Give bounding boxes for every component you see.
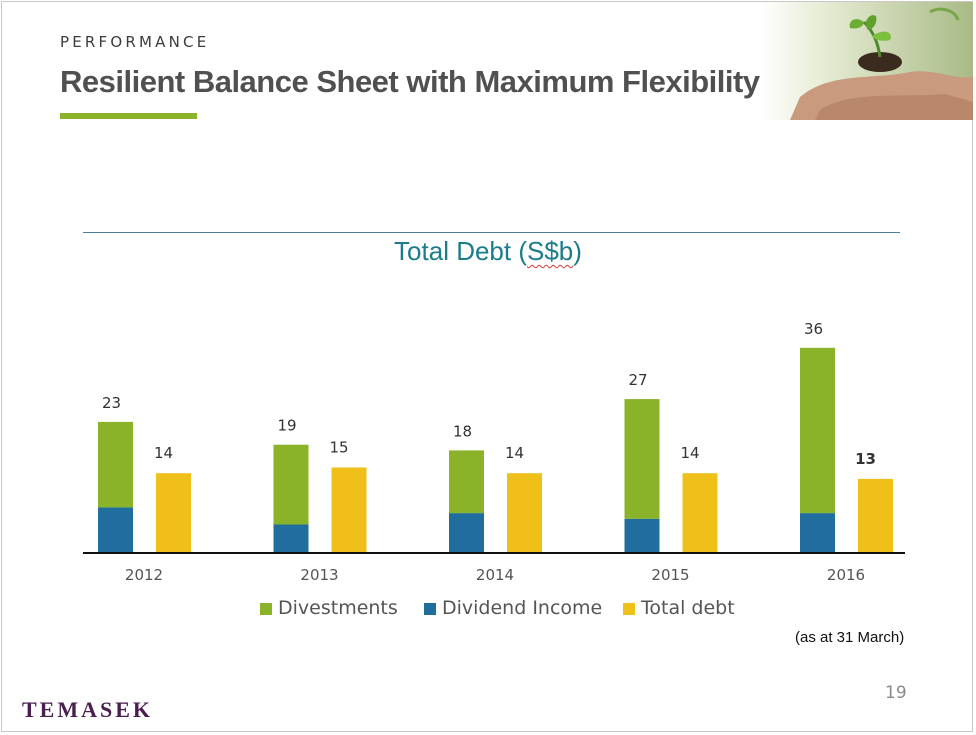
bar-total-debt — [682, 473, 718, 553]
title-underline — [60, 113, 197, 119]
legend-item-dividend-income-swatch — [424, 603, 436, 615]
bar-divestments — [449, 450, 484, 514]
data-label-total-debt: 14 — [505, 444, 524, 462]
chart-title-unit: S$b — [527, 236, 574, 266]
bar-dividend-income — [800, 513, 835, 553]
legend-item-dividend-income-label: Dividend Income — [442, 597, 602, 619]
bar-dividend-income — [624, 518, 660, 553]
data-label-total-debt: 15 — [329, 439, 348, 457]
data-label-stack-total: 18 — [453, 422, 472, 440]
temasek-logo: TEMASEK — [22, 697, 154, 722]
legend-item-total-debt-label: Total debt — [640, 597, 735, 619]
bar-total-debt — [156, 473, 191, 553]
x-tick-label: 2014 — [476, 566, 514, 584]
bar-divestments — [273, 444, 309, 525]
data-label-stack-total: 23 — [102, 394, 121, 412]
chart-title-rule — [83, 232, 900, 233]
legend-item-divestments-swatch — [260, 603, 272, 615]
bar-dividend-income — [449, 513, 484, 553]
legend-item-divestments-label: Divestments — [278, 597, 398, 619]
x-tick-label: 2015 — [651, 566, 689, 584]
bar-divestments — [800, 347, 835, 514]
bar-total-debt — [507, 473, 542, 553]
bar-dividend-income — [273, 524, 309, 553]
data-label-total-debt: 13 — [855, 450, 876, 468]
x-tick-label: 2012 — [125, 566, 163, 584]
seedling-hands-image — [760, 2, 973, 120]
data-label-total-debt: 14 — [680, 444, 699, 462]
chart-title-close: ) — [573, 236, 582, 266]
x-tick-label: 2016 — [827, 566, 865, 584]
page-title: Resilient Balance Sheet with Maximum Fle… — [60, 64, 760, 99]
bar-divestments — [624, 399, 660, 519]
data-label-total-debt: 14 — [154, 444, 173, 462]
x-tick-label: 2013 — [300, 566, 338, 584]
chart-title: Total Debt (S$b) — [0, 236, 976, 267]
data-label-stack-total: 27 — [628, 371, 647, 389]
data-label-stack-total: 19 — [277, 417, 296, 435]
legend-item-total-debt-swatch — [623, 603, 635, 615]
data-label-stack-total: 36 — [804, 320, 823, 338]
page-number: 19 — [885, 683, 907, 703]
bar-dividend-income — [98, 507, 133, 553]
bar-total-debt — [858, 478, 893, 553]
bar-divestments — [98, 421, 133, 508]
as-at-note: (as at 31 March) — [795, 629, 905, 646]
chart-title-main: Total Debt ( — [394, 236, 527, 266]
bar-total-debt — [331, 467, 367, 553]
section-label: PERFORMANCE — [60, 33, 210, 51]
